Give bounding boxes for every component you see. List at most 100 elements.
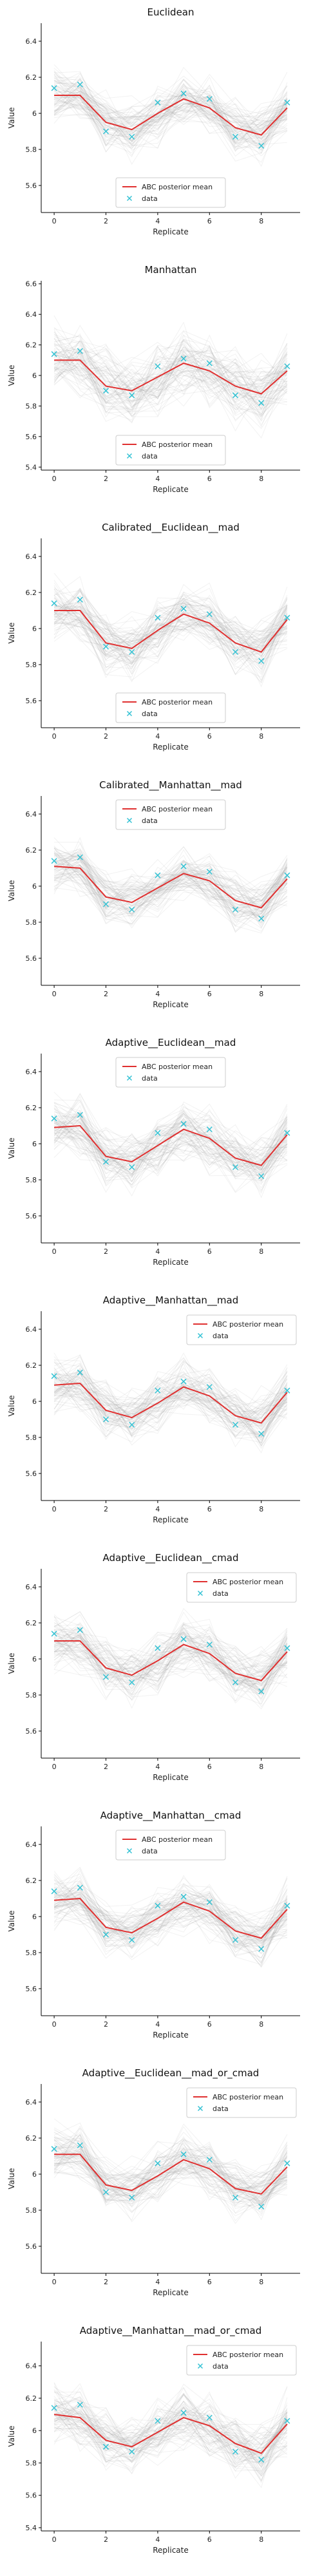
x-tick-label: 4 xyxy=(155,1247,160,1256)
posterior-sample-line xyxy=(54,587,288,672)
posterior-sample-line xyxy=(54,615,288,656)
posterior-sample-line xyxy=(54,2413,288,2438)
posterior-sample-line xyxy=(53,1133,287,1171)
data-marker xyxy=(77,1112,83,1118)
y-axis-label: Value xyxy=(7,2426,16,2447)
y-tick-label: 6 xyxy=(32,2170,37,2179)
y-tick-label: 6.2 xyxy=(26,846,37,855)
y-tick-label: 5.8 xyxy=(26,1434,37,1442)
posterior-sample-line xyxy=(53,1122,288,1197)
posterior-sample-line xyxy=(53,588,288,652)
data-marker xyxy=(102,643,109,650)
x-axis-label: Replicate xyxy=(153,227,189,236)
legend-box xyxy=(115,692,226,723)
x-axis-label: Replicate xyxy=(153,743,189,752)
posterior-sample-line xyxy=(54,2146,288,2209)
legend-marker-swatch xyxy=(197,2363,204,2369)
posterior-sample-line xyxy=(54,71,288,143)
data-marker xyxy=(77,2401,83,2408)
data-marker xyxy=(258,400,265,406)
posterior-sample-line xyxy=(54,1383,288,1447)
y-axis-label: Value xyxy=(7,880,16,902)
y-tick-label: 5.8 xyxy=(26,402,37,410)
posterior-sample-line xyxy=(53,1895,288,1947)
x-tick-label: 4 xyxy=(155,732,160,741)
data-marker xyxy=(155,363,161,370)
legend-marker-swatch xyxy=(197,1332,204,1339)
posterior-sample-line xyxy=(53,1109,288,1177)
y-tick-label: 6.2 xyxy=(26,589,37,597)
posterior-sample-line xyxy=(53,1113,288,1180)
posterior-sample-line xyxy=(53,589,287,658)
posterior-sample-line xyxy=(53,1630,288,1695)
posterior-sample-line xyxy=(53,335,287,406)
posterior-sample-line xyxy=(53,2153,288,2198)
data-marker xyxy=(129,1164,135,1170)
posterior-sample-line xyxy=(53,1130,288,1175)
posterior-sample-line xyxy=(54,2134,288,2200)
posterior-sample-line xyxy=(53,1120,288,1175)
posterior-sample-line xyxy=(53,1879,288,1944)
posterior-mean-line xyxy=(54,1124,288,1166)
data-marker xyxy=(155,1387,161,1394)
posterior-sample-line xyxy=(53,1893,288,1937)
posterior-sample-line xyxy=(54,354,288,420)
data-marker xyxy=(232,1421,239,1428)
posterior-sample-line xyxy=(54,1395,288,1423)
posterior-sample-line xyxy=(53,848,288,933)
posterior-sample-line xyxy=(53,1116,288,1182)
posterior-sample-line xyxy=(53,72,288,149)
posterior-sample-line xyxy=(53,86,288,143)
data-marker xyxy=(258,915,265,922)
posterior-sample-line xyxy=(53,88,287,145)
legend-label: ABC posterior mean xyxy=(213,2351,283,2359)
posterior-sample-line xyxy=(54,595,288,676)
posterior-sample-line xyxy=(53,2400,288,2454)
chart-title: Adaptive__Euclidean__mad xyxy=(106,1037,236,1049)
posterior-sample-line xyxy=(53,1884,288,1938)
x-axis-label: Replicate xyxy=(153,2546,189,2555)
legend-label: ABC posterior mean xyxy=(142,1063,213,1071)
x-tick-label: 4 xyxy=(155,2278,160,2286)
posterior-sample-line xyxy=(53,1874,288,1947)
posterior-sample-line xyxy=(53,607,288,670)
posterior-sample-line xyxy=(53,598,288,665)
posterior-sample-line xyxy=(53,86,288,151)
posterior-sample-line xyxy=(53,1633,288,1692)
data-marker xyxy=(155,872,161,878)
data-marker xyxy=(102,901,109,907)
posterior-sample-line xyxy=(53,2152,288,2207)
posterior-sample-line xyxy=(54,1890,288,1942)
posterior-sample-line xyxy=(53,1370,288,1438)
data-marker xyxy=(232,133,239,140)
posterior-sample-line xyxy=(54,97,288,162)
data-marker xyxy=(206,1642,213,1648)
posterior-sample-line xyxy=(53,330,288,386)
posterior-sample-line xyxy=(53,1877,288,1955)
x-tick-label: 0 xyxy=(52,475,57,483)
posterior-sample-line xyxy=(53,868,288,909)
posterior-sample-line xyxy=(53,1112,288,1169)
posterior-sample-line xyxy=(54,602,288,670)
y-tick-label: 5.6 xyxy=(26,697,37,705)
posterior-sample-line xyxy=(54,1893,288,1941)
legend-box xyxy=(115,1830,226,1861)
posterior-sample-line xyxy=(53,1868,288,1950)
posterior-sample-line xyxy=(54,859,288,911)
posterior-sample-line xyxy=(53,84,288,140)
x-tick-label: 6 xyxy=(207,475,212,483)
posterior-sample-line xyxy=(53,84,288,143)
y-tick-label: 6 xyxy=(32,1913,37,1921)
posterior-sample-line xyxy=(53,1392,288,1412)
data-marker xyxy=(206,360,213,366)
posterior-sample-line xyxy=(54,348,288,403)
data-marker xyxy=(129,906,135,913)
posterior-sample-line xyxy=(54,2139,288,2199)
posterior-sample-line xyxy=(53,2398,288,2468)
posterior-sample-line xyxy=(53,1368,287,1431)
posterior-sample-line xyxy=(53,1115,288,1193)
data-marker xyxy=(77,1627,83,1633)
legend-label: ABC posterior mean xyxy=(142,805,213,813)
legend-label: ABC posterior mean xyxy=(142,1835,213,1844)
legend-label: data xyxy=(142,452,158,460)
